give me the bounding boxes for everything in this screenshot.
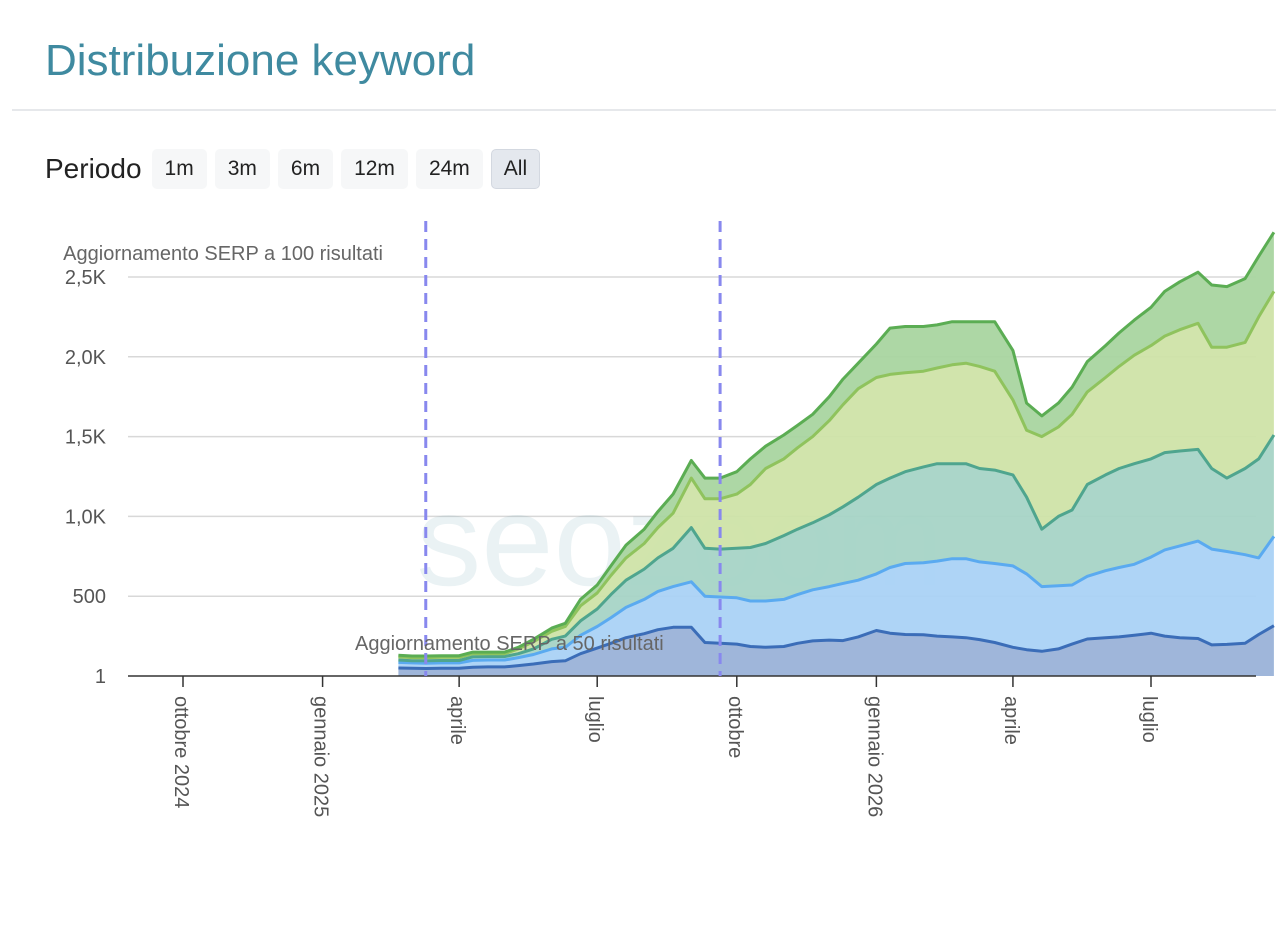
y-tick-label: 2,5K — [65, 267, 107, 289]
page-title: Distribuzione keyword — [45, 36, 476, 85]
x-tick-label: ottobre 2024 — [170, 696, 192, 808]
period-button-all[interactable]: All — [490, 149, 541, 189]
line-series-4 — [398, 290, 1276, 660]
header-divider — [12, 109, 1276, 111]
y-tick-label: 500 — [73, 586, 106, 608]
line-series-3 — [398, 434, 1276, 663]
period-button-6m[interactable]: 6m — [277, 149, 334, 189]
area-series-2 — [398, 536, 1274, 669]
y-tick-label: 1,5K — [65, 427, 107, 449]
annotation-label-1: Aggiornamento SERP a 50 risultati — [355, 633, 664, 655]
y-tick-label: 1 — [95, 666, 106, 688]
period-selector: Periodo 1m 3m 6m 12m 24m All — [45, 149, 548, 189]
period-label: Periodo — [45, 153, 142, 184]
x-tick-label: aprile — [1000, 696, 1022, 745]
x-tick-label: gennaio 2026 — [863, 696, 885, 817]
x-tick-label: aprile — [446, 696, 468, 745]
x-tick-label: luglio — [1138, 696, 1160, 743]
line-series-2 — [398, 535, 1276, 665]
y-tick-label: 1,0K — [65, 506, 107, 528]
chart-series-lines — [398, 231, 1276, 670]
area-series-3 — [398, 435, 1274, 664]
line-series-5 — [398, 231, 1276, 658]
period-button-12m[interactable]: 12m — [341, 149, 408, 189]
chart-axes: 1 500 1,0K 1,5K 2,0K 2,5K ottobre 2024 gennaio … — [65, 267, 1256, 817]
x-tick-label: gennaio 2025 — [310, 696, 332, 817]
x-tick-label: ottobre — [724, 696, 746, 758]
period-button-3m[interactable]: 3m — [214, 149, 270, 189]
annotation-label-2: Aggiornamento SERP a 100 risultati — [63, 243, 383, 265]
period-button-1m[interactable]: 1m — [151, 149, 207, 189]
period-button-24m[interactable]: 24m — [415, 149, 483, 189]
x-tick-label: luglio — [584, 696, 606, 743]
area-series-1 — [398, 625, 1274, 676]
y-tick-label: 2,0K — [65, 347, 107, 369]
chart-annotations: Aggiornamento SERP a 50 risultati Aggiorn… — [63, 221, 722, 676]
line-series-1 — [398, 624, 1275, 670]
